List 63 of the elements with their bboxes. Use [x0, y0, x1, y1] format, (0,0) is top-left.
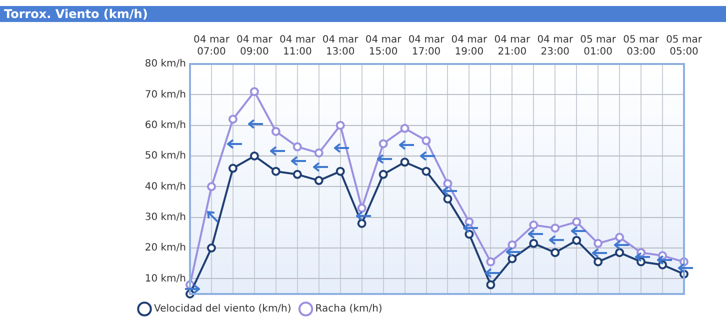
y-tick-label: 80 km/h: [144, 58, 186, 70]
point: [292, 142, 302, 152]
x-tick-label: 04 mar 11:00: [279, 34, 316, 58]
point: [529, 238, 538, 248]
x-tick-label: 04 mar 19:00: [451, 34, 488, 58]
x-tick-label: 04 mar 17:00: [408, 34, 446, 58]
y-tick-label: 70 km/h: [144, 89, 186, 100]
y-tick-label: 30 km/h: [144, 212, 186, 223]
y-tick-label: 60 km/h: [144, 120, 186, 131]
point: [336, 120, 345, 130]
x-tick-label: 04 mar 13:00: [322, 34, 360, 58]
point: [250, 87, 259, 96]
point: [464, 217, 474, 226]
point: [336, 166, 345, 176]
point: [228, 114, 238, 124]
point: [206, 244, 216, 252]
point: [550, 248, 560, 258]
legend-label: Velocidad del viento (km/h): [154, 304, 292, 315]
point: [594, 257, 603, 266]
point: [271, 126, 280, 136]
point: [250, 152, 259, 160]
point: [400, 124, 410, 133]
point: [529, 220, 538, 230]
point: [572, 236, 582, 245]
point: [550, 224, 560, 233]
point: [378, 170, 388, 179]
point: [357, 218, 366, 228]
y-tick-label: 50 km/h: [144, 150, 186, 162]
y-tick-label: 10 km/h: [144, 273, 186, 284]
text: Torrox. Viento (km/h): [0, 6, 726, 22]
x-tick-label: 04 mar 07:00: [194, 34, 230, 58]
point: [422, 166, 431, 176]
y-tick-label: 40 km/h: [144, 181, 186, 192]
legend-label: Racha (km/h): [315, 304, 382, 315]
point: [508, 240, 517, 250]
y-tick-label: 20 km/h: [144, 242, 186, 254]
point: [615, 248, 624, 258]
point: [508, 254, 517, 264]
point: [314, 148, 324, 158]
point: [443, 179, 452, 188]
point: [314, 176, 324, 186]
x-tick-label: 05 mar 03:00: [623, 34, 660, 58]
x-tick-label: 04 mar 09:00: [236, 34, 274, 58]
point: [228, 164, 238, 173]
point: [594, 238, 603, 248]
point: [615, 232, 624, 242]
point: [464, 230, 474, 239]
point: [572, 217, 582, 226]
x-tick-label: 04 mar 21:00: [494, 34, 531, 58]
x-tick-label: 04 mar 15:00: [365, 34, 402, 58]
point: [443, 194, 452, 204]
point: [271, 166, 280, 176]
point: [292, 170, 302, 179]
point: [357, 204, 366, 213]
x-tick-label: 04 mar 23:00: [537, 34, 574, 58]
point: [206, 182, 216, 192]
point: [422, 136, 431, 146]
point: [400, 158, 410, 167]
x-tick-label: 05 mar 01:00: [580, 34, 617, 58]
point: [378, 139, 388, 148]
x-tick-label: 05 mar 05:00: [666, 34, 703, 58]
point: [486, 257, 496, 266]
point: [486, 280, 496, 290]
